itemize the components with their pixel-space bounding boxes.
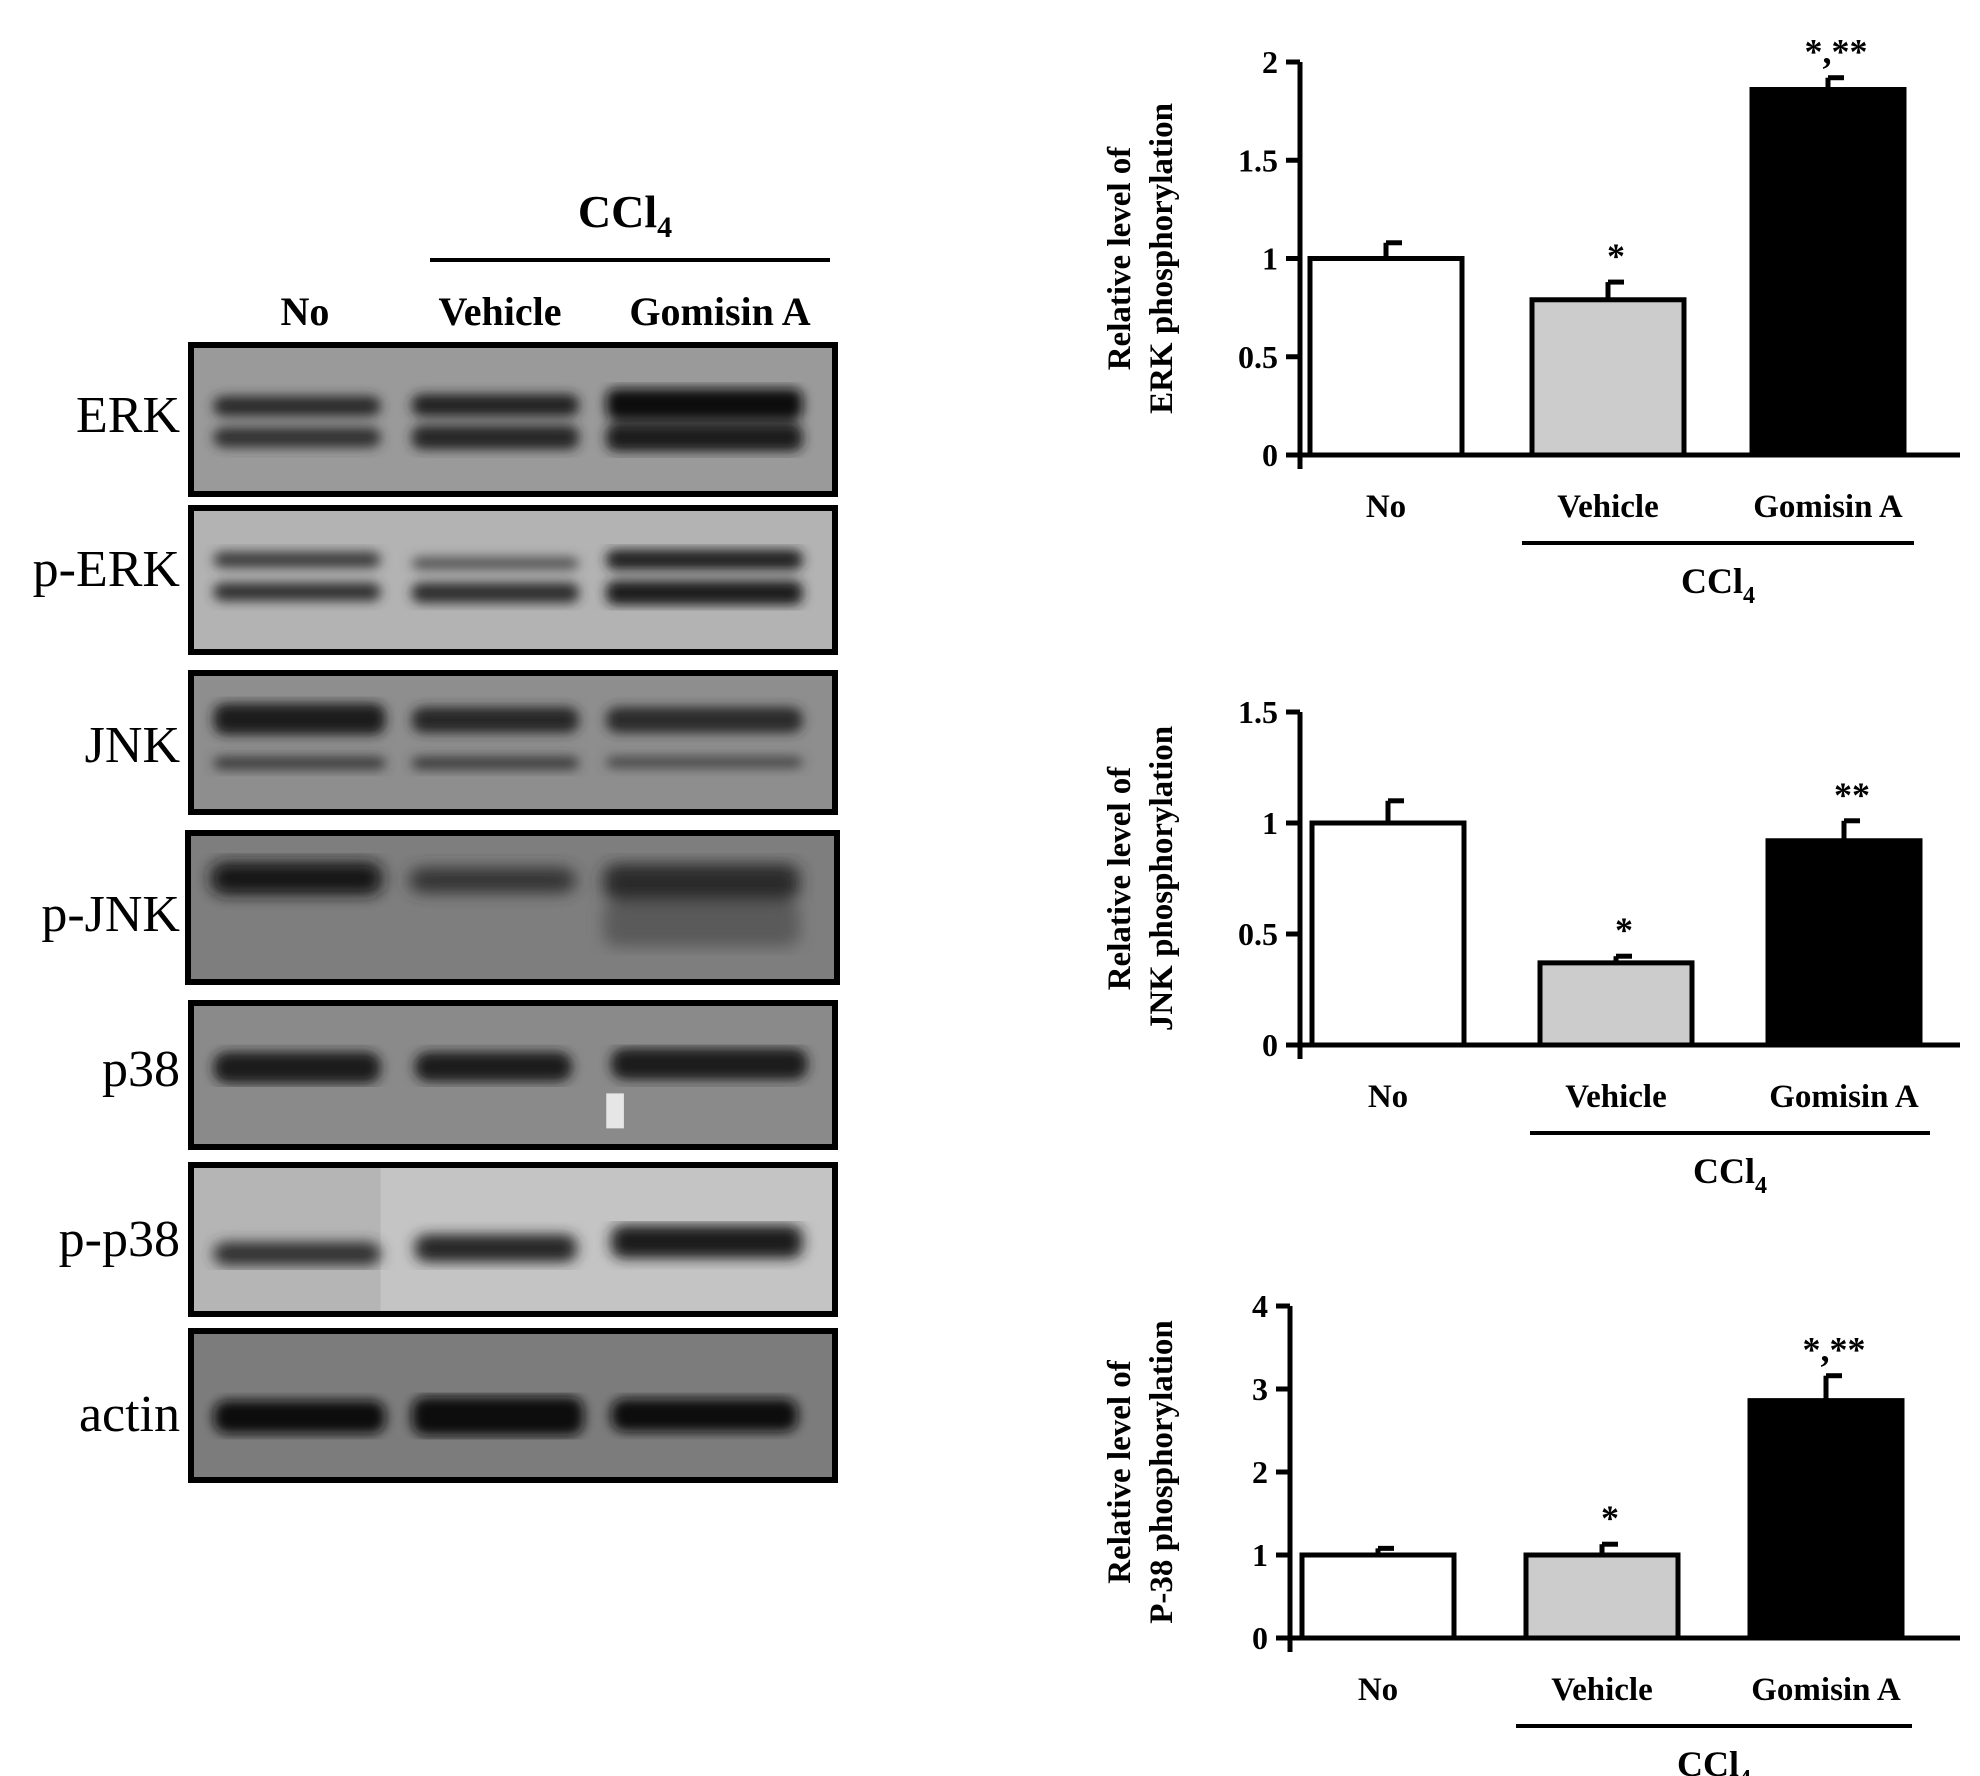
- blot-group-label-sub: 4: [657, 211, 673, 245]
- y-tick-label: 1.5: [1238, 142, 1278, 178]
- group-label: CCl4: [1681, 561, 1755, 609]
- bar-no: [1299, 1552, 1457, 1641]
- x-tick-label: Gomisin A: [1751, 1672, 1901, 1708]
- chart-2-plot: No * Vehicle *,** Gomisin A 0 1 2 3 4 Relative lev…: [1102, 1288, 1960, 1776]
- band-label-p38: p38: [102, 1041, 180, 1098]
- y-tick-label: 0.5: [1238, 916, 1278, 952]
- significance-label: *: [1615, 910, 1633, 950]
- lane-label-vehicle: Vehicle: [438, 289, 562, 334]
- chart-p38-svg: No * Vehicle *,** Gomisin A 0 1 2 3 4 Relative lev…: [1102, 1288, 1960, 1776]
- y-tick-label: 1: [1262, 241, 1278, 277]
- y-axis-label-line2: ERK phosphorylation: [1144, 103, 1180, 414]
- lane-label-no: No: [280, 289, 330, 334]
- chart-jnk-phosphorylation: No * Vehicle ** Gomisin A 0 0.5 1 1.5 Relative le…: [1080, 670, 1980, 1220]
- band-label-p-jnk: p-JNK: [41, 886, 180, 943]
- group-label-sub: 4: [1755, 1173, 1767, 1199]
- y-tick-label: 1: [1262, 805, 1278, 841]
- significance-label: *,**: [1803, 1330, 1866, 1370]
- blot-panel-p-erk: [188, 505, 838, 655]
- y-axis-label-line1: Relative level of: [1102, 1359, 1138, 1584]
- western-blot-figure: CCl4 No Vehicle Gomisin A ERK p-ERK JNK …: [0, 0, 860, 1776]
- y-tick-label: 4: [1252, 1288, 1268, 1324]
- blot-panel-p-jnk: [185, 830, 840, 985]
- significance-label: *,**: [1805, 32, 1868, 72]
- y-tick-label: 2: [1262, 44, 1278, 80]
- blot-group-label-main: CCl: [577, 186, 658, 237]
- x-tick-label: Vehicle: [1551, 1672, 1652, 1708]
- y-axis-label-line1: Relative level of: [1102, 146, 1138, 371]
- x-tick-label: No: [1366, 489, 1406, 525]
- group-label-sub: 4: [1739, 1766, 1751, 1776]
- y-tick-label: 3: [1252, 1371, 1268, 1407]
- y-axis-label-line2: JNK phosphorylation: [1144, 726, 1180, 1031]
- x-tick-label: Vehicle: [1565, 1079, 1666, 1115]
- y-tick-label: 2: [1252, 1454, 1268, 1490]
- bar-vehicle: [1537, 960, 1695, 1048]
- blot-panel-p-p38: [188, 1162, 838, 1317]
- x-tick-label: Gomisin A: [1769, 1079, 1919, 1115]
- x-tick-label: No: [1368, 1079, 1408, 1115]
- band-label-p-erk: p-ERK: [32, 541, 180, 598]
- group-label-sub: 4: [1743, 583, 1755, 609]
- y-tick-label: 1.5: [1238, 694, 1278, 730]
- y-axis-label-line2: P-38 phosphorylation: [1144, 1320, 1180, 1623]
- significance-label: *: [1601, 1498, 1619, 1538]
- blot-group-label: CCl4: [430, 185, 820, 245]
- y-tick-label: 1: [1252, 1537, 1268, 1573]
- chart-jnk-svg: No * Vehicle ** Gomisin A 0 0.5 1 1.5 Relative le…: [1102, 694, 1960, 1199]
- band-label-p-p38: p-p38: [58, 1211, 180, 1268]
- y-tick-label: 0: [1262, 1027, 1278, 1063]
- band-label-erk: ERK: [76, 387, 180, 444]
- bar-gomisin-a: [1747, 1398, 1905, 1641]
- band-label-jnk: JNK: [84, 717, 180, 774]
- bar-gomisin-a: [1749, 87, 1907, 458]
- blot-panel-jnk: [188, 670, 838, 815]
- bar-vehicle: [1529, 297, 1687, 458]
- chart-erk-phosphorylation: No * Vehicle *,** Gomisin A 0 0.5 1 1.5 2 Relative…: [1080, 20, 1980, 609]
- lane-label-gomisin-a: Gomisin A: [629, 289, 811, 334]
- group-label: CCl4: [1677, 1744, 1751, 1776]
- bar-no: [1307, 256, 1465, 458]
- significance-label: **: [1834, 775, 1870, 815]
- blot-group-line: [430, 258, 830, 262]
- blot-panel-actin: [188, 1328, 838, 1483]
- y-tick-label: 0: [1262, 437, 1278, 473]
- chart-p38-phosphorylation: No * Vehicle *,** Gomisin A 0 1 2 3 4 Relative lev…: [1080, 1260, 1980, 1776]
- chart-1-plot: No * Vehicle ** Gomisin A 0 0.5 1 1.5 Relative le…: [1102, 694, 1960, 1199]
- band-label-actin: actin: [78, 1386, 180, 1443]
- y-tick-label: 0: [1252, 1620, 1268, 1656]
- x-tick-label: No: [1358, 1672, 1398, 1708]
- bar-vehicle: [1523, 1552, 1681, 1641]
- bar-gomisin-a: [1765, 838, 1923, 1048]
- y-axis-label-line1: Relative level of: [1102, 766, 1138, 991]
- x-tick-label: Gomisin A: [1753, 489, 1903, 525]
- group-label: CCl4: [1693, 1151, 1767, 1199]
- significance-label: *: [1607, 236, 1625, 276]
- x-tick-label: Vehicle: [1557, 489, 1658, 525]
- blot-panel-erk: [188, 342, 838, 497]
- bar-no: [1309, 820, 1467, 1048]
- chart-erk-svg: No * Vehicle *,** Gomisin A 0 0.5 1 1.5 2 Relative…: [1102, 32, 1960, 609]
- chart-0-plot: No * Vehicle *,** Gomisin A 0 0.5 1 1.5 2 Relative…: [1102, 32, 1960, 609]
- y-tick-label: 0.5: [1238, 339, 1278, 375]
- blot-panel-p38: [188, 1000, 838, 1150]
